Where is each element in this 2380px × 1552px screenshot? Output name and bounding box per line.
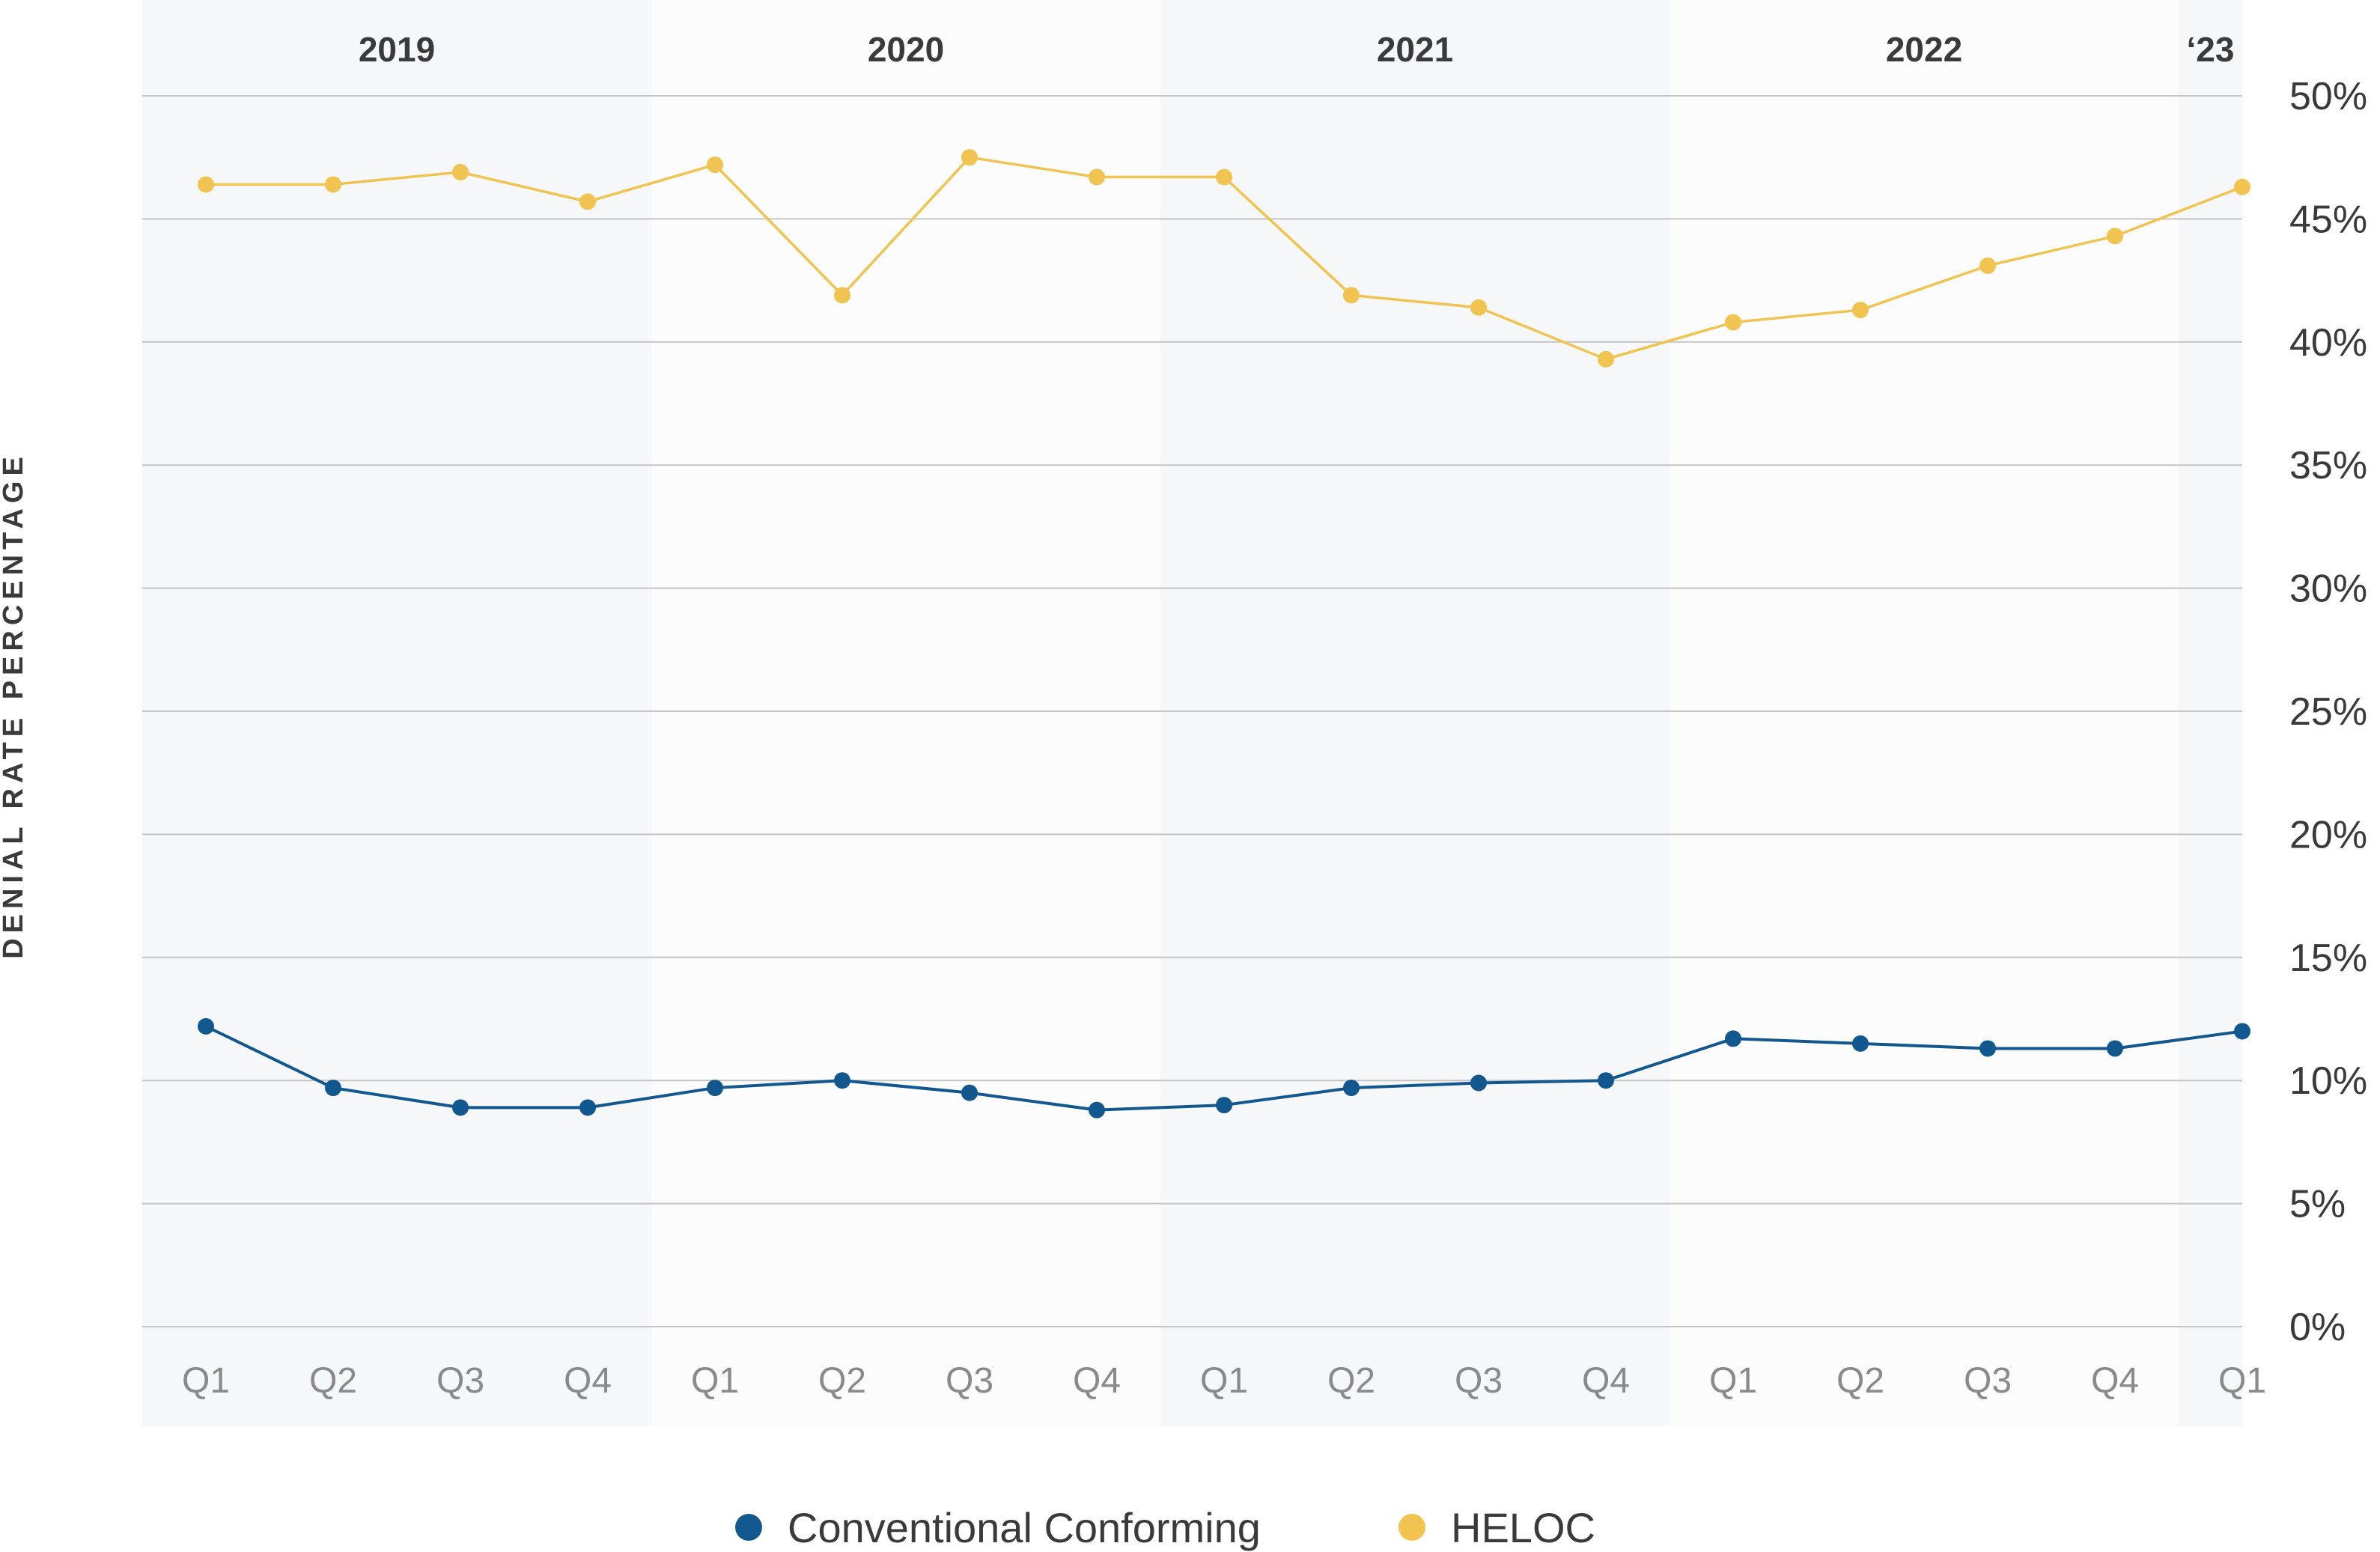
x-tick-label-1: Q2 — [309, 1361, 357, 1401]
series-0-point-6 — [961, 1084, 978, 1101]
series-1-point-14 — [1979, 257, 1996, 274]
series-0-point-4 — [707, 1080, 723, 1097]
x-tick-label-11: Q4 — [1582, 1361, 1630, 1401]
series-1-point-2 — [452, 163, 469, 180]
year-label-3: 2022 — [1886, 30, 1962, 69]
x-axis-ticks: Q1 Q2 Q3 Q4 Q1 Q2 Q3 Q4 Q1 Q2 Q3 Q4 Q1 Q2 Q3 Q4 Q1 — [182, 1361, 2266, 1401]
series-1-point-15 — [2107, 228, 2123, 245]
x-tick-label-4: Q1 — [691, 1361, 739, 1401]
year-band-2 — [1160, 0, 1670, 1426]
series-0-point-10 — [1470, 1074, 1487, 1092]
series-0-point-2 — [452, 1099, 469, 1116]
y-axis-ticks: 0% 5% 10% 15% 20% 25% 30% 35% 40% 45% 50% — [2289, 75, 2367, 1349]
series-0-point-1 — [325, 1080, 341, 1097]
series-1-point-12 — [1725, 314, 1741, 331]
year-label-0: 2019 — [359, 30, 435, 69]
series-1-point-1 — [325, 176, 341, 193]
series-0-point-16 — [2234, 1023, 2250, 1040]
legend: Conventional Conforming HELOC — [735, 1504, 1595, 1551]
x-tick-label-9: Q2 — [1327, 1361, 1375, 1401]
x-tick-label-3: Q4 — [564, 1361, 612, 1401]
series-0-point-8 — [1216, 1097, 1232, 1114]
x-tick-label-7: Q4 — [1073, 1361, 1121, 1401]
y-tick-label-9: 45% — [2289, 198, 2367, 241]
legend-marker-1 — [1399, 1514, 1425, 1541]
series-0-point-0 — [198, 1017, 214, 1035]
series-0-point-15 — [2107, 1040, 2123, 1057]
series-1-point-11 — [1598, 350, 1614, 368]
series-0-point-9 — [1343, 1080, 1360, 1097]
x-tick-label-12: Q1 — [1709, 1361, 1757, 1401]
series-1-point-16 — [2234, 178, 2250, 195]
year-bands — [142, 0, 2242, 1426]
legend-marker-0 — [735, 1514, 762, 1541]
series-1-point-9 — [1343, 287, 1360, 304]
legend-label-0: Conventional Conforming — [788, 1504, 1261, 1551]
x-tick-label-10: Q3 — [1455, 1361, 1503, 1401]
series-1-point-13 — [1852, 302, 1869, 319]
y-tick-label-6: 30% — [2289, 567, 2367, 611]
series-1-point-10 — [1470, 299, 1487, 316]
legend-label-1: HELOC — [1451, 1504, 1595, 1551]
y-tick-label-1: 5% — [2289, 1183, 2346, 1226]
series-0-point-3 — [579, 1099, 596, 1116]
x-tick-label-13: Q2 — [1836, 1361, 1884, 1401]
x-tick-label-16: Q1 — [2218, 1361, 2266, 1401]
series-1-point-3 — [579, 193, 596, 210]
series-0-point-12 — [1725, 1030, 1741, 1047]
year-label-1: 2020 — [868, 30, 944, 69]
x-tick-label-14: Q3 — [1964, 1361, 2012, 1401]
series-0-point-7 — [1089, 1101, 1105, 1119]
series-lines — [198, 149, 2250, 1119]
series-1-point-4 — [707, 156, 723, 174]
year-labels: 2019 2020 2021 2022 ‘23 — [359, 30, 2235, 69]
y-axis-title: DENIAL RATE PERCENTAGE — [0, 451, 29, 959]
y-tick-label-4: 20% — [2289, 813, 2367, 856]
x-tick-label-15: Q4 — [2091, 1361, 2139, 1401]
series-1-point-5 — [834, 287, 850, 304]
x-tick-label-6: Q3 — [946, 1361, 993, 1401]
series-0-point-5 — [834, 1072, 850, 1089]
year-band-3 — [1670, 0, 2179, 1426]
series-1-point-0 — [198, 176, 214, 193]
y-tick-label-8: 40% — [2289, 321, 2367, 365]
year-band-1 — [651, 0, 1160, 1426]
year-band-0 — [142, 0, 651, 1426]
series-0-point-11 — [1598, 1072, 1614, 1089]
y-tick-label-2: 10% — [2289, 1059, 2367, 1103]
gridlines — [142, 95, 2242, 1327]
y-tick-label-5: 25% — [2289, 690, 2367, 734]
series-0-point-14 — [1979, 1040, 1996, 1057]
year-band-4 — [2179, 0, 2242, 1426]
y-tick-label-0: 0% — [2289, 1306, 2346, 1349]
series-0-point-13 — [1852, 1035, 1869, 1052]
x-tick-label-5: Q2 — [818, 1361, 866, 1401]
x-tick-label-0: Q1 — [182, 1361, 230, 1401]
x-tick-label-8: Q1 — [1200, 1361, 1248, 1401]
series-1-point-8 — [1216, 168, 1232, 186]
series-1-point-6 — [961, 149, 978, 166]
y-tick-label-10: 50% — [2289, 75, 2367, 118]
y-tick-label-3: 15% — [2289, 937, 2367, 980]
x-tick-label-2: Q3 — [436, 1361, 484, 1401]
series-1-point-7 — [1089, 168, 1105, 186]
year-label-4: ‘23 — [2187, 30, 2235, 69]
year-label-2: 2021 — [1377, 30, 1453, 69]
y-tick-label-7: 35% — [2289, 444, 2367, 487]
